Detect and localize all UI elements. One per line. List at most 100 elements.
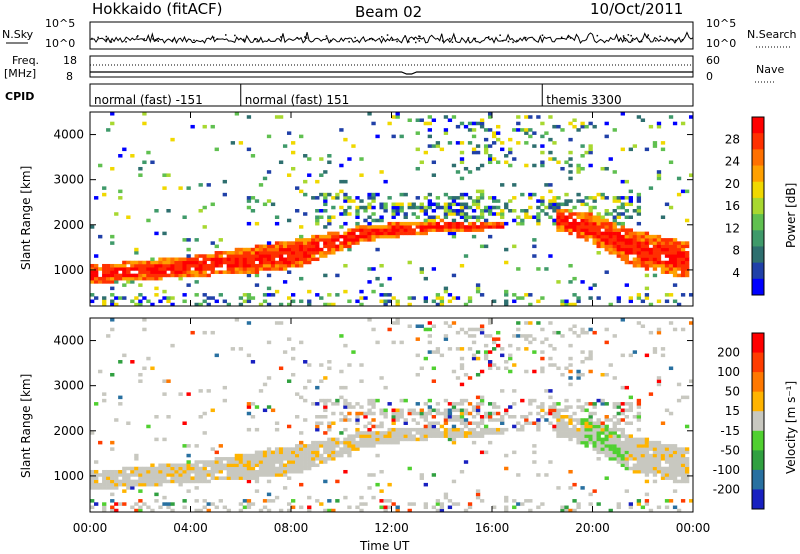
power-cell <box>327 218 332 223</box>
velocity-cell <box>142 473 147 477</box>
velocity-cell <box>142 502 147 506</box>
velocity-cell <box>383 408 388 413</box>
power-cell <box>600 241 605 245</box>
velocity-cell <box>475 327 481 332</box>
power-cell <box>588 205 593 210</box>
velocity-cell <box>548 460 553 464</box>
velocity-cell <box>327 450 332 455</box>
velocity-cell <box>483 353 489 358</box>
velocity-cell <box>371 434 376 438</box>
power-cell <box>500 141 505 145</box>
power-cell <box>600 234 605 239</box>
power-cell <box>355 225 360 229</box>
velocity-cell <box>303 450 308 455</box>
velocity-cell <box>588 440 593 445</box>
velocity-cell <box>560 505 565 510</box>
power-cell <box>299 134 304 139</box>
velocity-cell <box>138 466 143 471</box>
power-cell <box>604 221 609 226</box>
power-cell <box>303 192 308 197</box>
power-cell <box>664 254 670 258</box>
velocity-cell <box>291 356 296 361</box>
power-cell <box>443 225 449 229</box>
power-cell <box>600 192 605 197</box>
power-cell <box>588 221 593 226</box>
power-cell <box>154 276 159 281</box>
power-cell <box>532 254 537 258</box>
power-cell <box>242 293 248 297</box>
power-cell <box>548 254 553 258</box>
power-cell <box>431 267 437 271</box>
velocity-cell <box>467 327 473 332</box>
power-cell <box>479 212 485 216</box>
velocity-cell <box>540 502 545 506</box>
power-cell <box>331 244 336 249</box>
velocity-cell <box>479 330 485 335</box>
velocity-cell <box>391 502 396 506</box>
velocity-cell <box>274 421 280 425</box>
power-cell <box>548 157 553 161</box>
velocity-cell <box>118 479 123 484</box>
power-cell <box>391 225 396 229</box>
velocity-cell <box>640 463 646 468</box>
power-cell <box>672 267 678 271</box>
velocity-cell <box>608 427 613 432</box>
power-cell <box>560 166 565 171</box>
cpid-panel: normal (fast) -151 normal (fast) 151 themi… <box>89 83 694 107</box>
velocity-cell <box>242 499 248 503</box>
velocity-cell <box>540 402 545 406</box>
power-cell <box>644 257 650 262</box>
velocity-cell <box>560 434 565 438</box>
power-cell <box>447 212 453 216</box>
power-cell <box>524 215 529 219</box>
power-cell <box>600 196 605 200</box>
power-cell <box>278 263 284 268</box>
power-cell <box>278 244 284 249</box>
power-cell <box>274 267 280 271</box>
power-cell <box>467 221 473 226</box>
velocity-cell <box>190 330 195 335</box>
power-cell <box>688 115 694 119</box>
power-cell <box>624 238 629 242</box>
power-cell <box>142 160 147 165</box>
power-cell <box>624 260 629 265</box>
velocity-cell <box>459 434 465 438</box>
velocity-cell <box>343 343 348 348</box>
power-cell <box>242 267 248 271</box>
power-cell <box>222 270 227 274</box>
velocity-cell <box>142 482 147 487</box>
velocity-cell <box>552 411 557 416</box>
power-cell <box>419 221 424 226</box>
velocity-cell <box>194 460 199 464</box>
power-cell <box>110 293 115 297</box>
power-cell <box>652 260 658 265</box>
power-cell <box>327 154 332 158</box>
power-cell <box>664 260 670 265</box>
velocity-cell <box>411 408 416 413</box>
velocity-cell <box>604 402 609 406</box>
noise-search-point <box>243 38 245 41</box>
power-cell <box>640 299 646 304</box>
noise-search-point <box>254 38 256 41</box>
power-cell <box>355 299 360 304</box>
power-cell <box>435 221 441 226</box>
velocity-cell <box>644 466 650 471</box>
velocity-cell <box>439 508 445 513</box>
power-cell <box>660 147 666 152</box>
power-cell <box>439 228 445 232</box>
power-cell <box>576 231 581 236</box>
power-cell <box>624 196 629 200</box>
power-cell <box>250 196 256 200</box>
velocity-cell <box>680 395 686 400</box>
velocity-cell <box>214 476 219 480</box>
velocity-cell <box>504 411 509 416</box>
power-cell <box>584 228 589 232</box>
velocity-cell <box>254 469 260 474</box>
velocity-cell <box>455 431 461 435</box>
power-cell <box>612 234 617 239</box>
power-cell <box>90 280 95 284</box>
velocity-cell <box>154 473 159 477</box>
velocity-cell <box>387 437 392 442</box>
power-cell <box>628 251 633 255</box>
power-cell <box>174 270 179 274</box>
